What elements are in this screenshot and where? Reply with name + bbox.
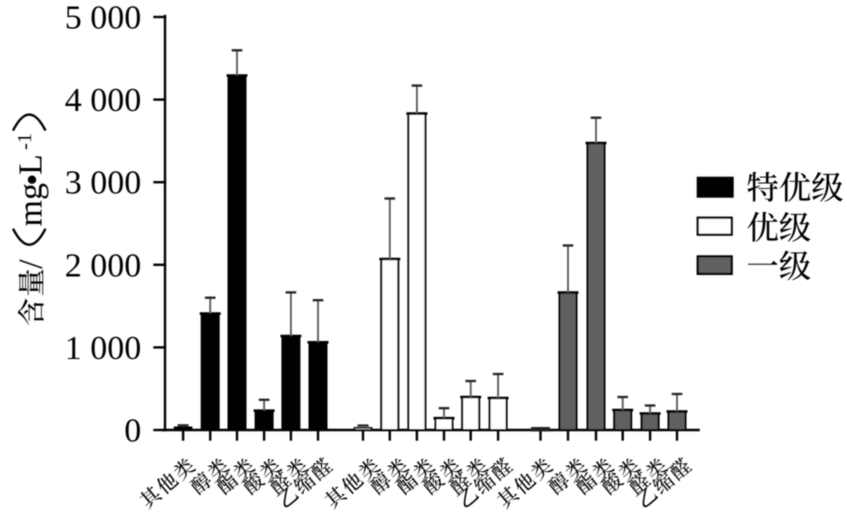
svg-text:5 000: 5 000 — [65, 0, 142, 37]
svg-text:/: / — [13, 259, 50, 269]
svg-text:0: 0 — [124, 413, 141, 450]
svg-text:1 000: 1 000 — [65, 330, 142, 367]
svg-text:3 000: 3 000 — [65, 165, 142, 202]
svg-text:4 000: 4 000 — [65, 82, 142, 119]
svg-text:mg: mg — [13, 183, 50, 226]
svg-text:L: L — [13, 154, 50, 175]
svg-text:-1: -1 — [14, 133, 36, 150]
svg-text:2 000: 2 000 — [65, 247, 142, 284]
